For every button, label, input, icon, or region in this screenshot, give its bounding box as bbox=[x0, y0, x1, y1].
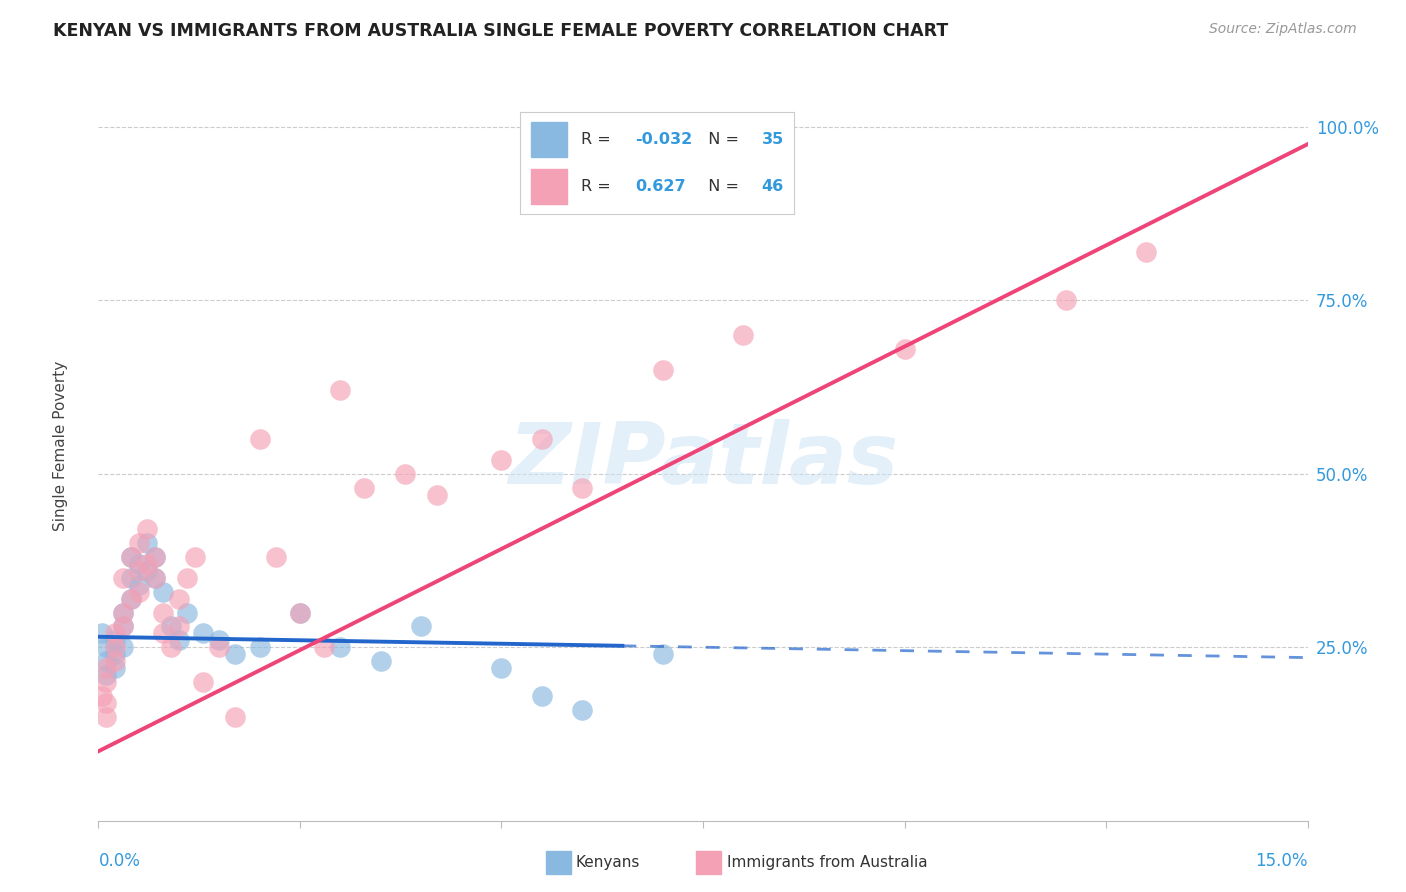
Text: 35: 35 bbox=[762, 132, 783, 146]
Point bbox=[103, 647, 125, 661]
Point bbox=[288, 606, 311, 620]
Point bbox=[120, 549, 142, 564]
Text: N =: N = bbox=[699, 132, 745, 146]
Point bbox=[426, 487, 449, 501]
Point bbox=[96, 640, 118, 655]
Bar bbox=[531, 122, 567, 157]
Point bbox=[160, 619, 183, 633]
Point bbox=[103, 640, 125, 655]
Point bbox=[128, 584, 150, 599]
Point bbox=[103, 633, 125, 648]
Point bbox=[571, 481, 593, 495]
Point bbox=[111, 619, 134, 633]
Point bbox=[143, 549, 166, 564]
Text: KENYAN VS IMMIGRANTS FROM AUSTRALIA SINGLE FEMALE POVERTY CORRELATION CHART: KENYAN VS IMMIGRANTS FROM AUSTRALIA SING… bbox=[53, 22, 949, 40]
Point bbox=[249, 432, 271, 446]
Point bbox=[167, 633, 190, 648]
Point bbox=[111, 640, 134, 655]
Point bbox=[530, 432, 553, 446]
Point bbox=[224, 709, 246, 723]
Point bbox=[208, 633, 231, 648]
Point bbox=[208, 640, 231, 655]
Point bbox=[160, 640, 183, 655]
Text: N =: N = bbox=[699, 179, 745, 194]
Point bbox=[128, 536, 150, 550]
Point bbox=[530, 689, 553, 703]
Point bbox=[176, 606, 198, 620]
Point bbox=[111, 606, 134, 620]
Point bbox=[264, 549, 287, 564]
Point bbox=[329, 384, 352, 398]
Point bbox=[152, 606, 174, 620]
Point bbox=[128, 578, 150, 592]
Point bbox=[120, 591, 142, 606]
Point bbox=[120, 549, 142, 564]
Point bbox=[128, 557, 150, 571]
Point bbox=[329, 640, 352, 655]
Point bbox=[120, 591, 142, 606]
Point bbox=[96, 668, 118, 682]
Point bbox=[120, 571, 142, 585]
Point bbox=[893, 342, 915, 356]
Point bbox=[370, 654, 392, 668]
Text: 0.0%: 0.0% bbox=[98, 852, 141, 870]
Point bbox=[135, 536, 157, 550]
Point bbox=[103, 654, 125, 668]
Text: -0.032: -0.032 bbox=[636, 132, 693, 146]
Point bbox=[353, 481, 375, 495]
Point bbox=[184, 549, 207, 564]
Point bbox=[96, 696, 118, 710]
Point bbox=[91, 626, 114, 640]
Text: Source: ZipAtlas.com: Source: ZipAtlas.com bbox=[1209, 22, 1357, 37]
Point bbox=[152, 626, 174, 640]
Point bbox=[96, 661, 118, 675]
Point bbox=[128, 564, 150, 578]
Text: R =: R = bbox=[581, 179, 616, 194]
Point bbox=[135, 522, 157, 536]
Point bbox=[491, 453, 513, 467]
Point bbox=[193, 626, 215, 640]
Point bbox=[111, 571, 134, 585]
Point bbox=[651, 362, 673, 376]
Point bbox=[314, 640, 336, 655]
Point bbox=[167, 591, 190, 606]
Text: R =: R = bbox=[581, 132, 616, 146]
Point bbox=[733, 328, 755, 343]
Point bbox=[111, 606, 134, 620]
Point bbox=[176, 571, 198, 585]
Text: 46: 46 bbox=[762, 179, 783, 194]
Point bbox=[91, 689, 114, 703]
Point bbox=[103, 661, 125, 675]
Point bbox=[152, 584, 174, 599]
Point bbox=[288, 606, 311, 620]
Point bbox=[96, 674, 118, 689]
Point bbox=[1054, 293, 1077, 308]
Point bbox=[409, 619, 432, 633]
Point bbox=[167, 619, 190, 633]
Text: Immigrants from Australia: Immigrants from Australia bbox=[727, 855, 928, 870]
Point bbox=[111, 619, 134, 633]
Point bbox=[193, 674, 215, 689]
Text: 15.0%: 15.0% bbox=[1256, 852, 1308, 870]
Point bbox=[651, 647, 673, 661]
Text: ZIPatlas: ZIPatlas bbox=[508, 419, 898, 502]
Point bbox=[103, 626, 125, 640]
Point bbox=[249, 640, 271, 655]
Point bbox=[135, 557, 157, 571]
Point bbox=[224, 647, 246, 661]
Point bbox=[143, 571, 166, 585]
Point bbox=[96, 709, 118, 723]
Text: Single Female Poverty: Single Female Poverty bbox=[53, 361, 69, 531]
Text: Kenyans: Kenyans bbox=[575, 855, 640, 870]
Bar bbox=[531, 169, 567, 204]
Text: 0.627: 0.627 bbox=[636, 179, 686, 194]
Point bbox=[96, 654, 118, 668]
Point bbox=[143, 571, 166, 585]
Point bbox=[1135, 244, 1157, 259]
Point bbox=[571, 703, 593, 717]
Point bbox=[135, 564, 157, 578]
Point bbox=[394, 467, 416, 481]
Point bbox=[491, 661, 513, 675]
Point bbox=[143, 549, 166, 564]
